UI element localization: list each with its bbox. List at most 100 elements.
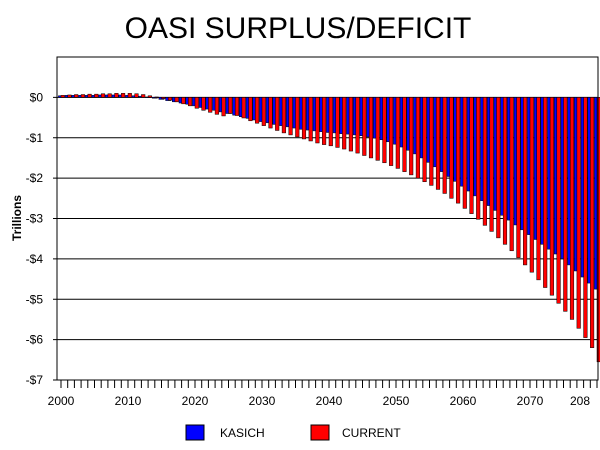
bar-current	[268, 97, 273, 129]
bar-current	[549, 97, 554, 296]
y-tick-label: -$2	[26, 171, 44, 185]
x-tick-label: 2070	[517, 394, 544, 408]
bar-current	[516, 97, 521, 258]
bar-current	[74, 94, 79, 98]
bar-current	[87, 93, 92, 98]
bar-current	[402, 97, 407, 172]
y-tick-label: -$1	[26, 131, 44, 145]
bar-current	[435, 97, 441, 190]
bar-current	[590, 97, 595, 348]
bar-current	[569, 97, 575, 320]
bar-current	[241, 97, 246, 119]
legend-swatch-kasich	[185, 424, 205, 441]
bar-current	[67, 94, 72, 98]
bar-current	[476, 97, 481, 220]
bar-current	[221, 97, 226, 117]
bar-current	[208, 97, 213, 113]
x-tick-label: 2040	[316, 394, 343, 408]
bar-current	[442, 97, 447, 194]
bar-current	[556, 97, 561, 304]
bar-current	[60, 95, 65, 98]
bar-current	[147, 95, 152, 98]
bar-current	[415, 97, 420, 179]
bar-current	[214, 97, 219, 115]
bar-current	[281, 97, 286, 134]
bar-current	[188, 97, 193, 107]
bar-current	[261, 97, 266, 126]
legend-swatch-current	[310, 424, 330, 441]
bar-current	[315, 97, 320, 144]
bar-current	[107, 93, 112, 98]
x-tick-label: 208	[570, 394, 590, 408]
bar-current	[201, 97, 206, 111]
bar-current	[583, 97, 588, 338]
bar-current	[348, 97, 353, 152]
bar-current	[154, 96, 159, 98]
bar-current	[234, 97, 240, 116]
x-tick-label: 2030	[249, 394, 276, 408]
y-tick-label: -$3	[26, 212, 44, 226]
bar-current	[395, 97, 400, 169]
bar-current	[375, 97, 380, 161]
legend: KASICH CURRENT	[185, 424, 401, 441]
bar-current	[429, 97, 434, 186]
x-tick-label: 2010	[115, 394, 142, 408]
bar-current	[127, 93, 132, 98]
x-axis: 2000 2010 2020 2030 2040 2050 2060 2070 208	[48, 380, 598, 408]
legend-label-kasich: KASICH	[220, 426, 265, 440]
bar-current	[509, 97, 514, 252]
bar-current	[301, 97, 307, 140]
bar-current	[167, 97, 173, 101]
bars	[58, 93, 600, 363]
bar-current	[161, 97, 166, 99]
bar-current	[228, 97, 233, 114]
bar-current	[469, 97, 474, 214]
bar-current	[462, 97, 467, 209]
bar-current	[134, 93, 139, 98]
bar-current	[80, 94, 85, 98]
y-tick-label: -$6	[26, 333, 44, 347]
x-tick-label: 2050	[383, 394, 410, 408]
bar-current	[523, 97, 528, 266]
bar-current	[362, 97, 367, 156]
bar-current	[141, 94, 146, 98]
bar-current	[536, 97, 541, 281]
bar-current	[295, 97, 300, 138]
bar-current	[288, 97, 293, 136]
bar-current	[100, 93, 106, 98]
bar-current	[328, 97, 333, 147]
bar-current	[355, 97, 360, 154]
bar-current	[543, 97, 548, 288]
bar-current	[449, 97, 454, 199]
bar-current	[121, 93, 126, 98]
bar-current	[382, 97, 387, 164]
bar-current	[335, 97, 340, 148]
bar-current	[181, 97, 186, 105]
x-tick-label: 2060	[450, 394, 477, 408]
bar-current	[489, 97, 494, 232]
bar-current	[248, 97, 253, 122]
bar-current	[255, 97, 260, 124]
bar-current	[456, 97, 461, 204]
bar-current	[114, 93, 119, 98]
bar-current	[422, 97, 427, 183]
x-tick-label: 2000	[48, 394, 75, 408]
legend-label-current: CURRENT	[342, 426, 401, 440]
y-tick-label: -$7	[26, 373, 44, 387]
gridlines	[57, 96, 598, 341]
bar-current	[194, 97, 199, 109]
bar-current	[389, 97, 394, 166]
y-tick-label: -$4	[26, 252, 44, 266]
bar-current	[94, 93, 99, 98]
y-axis: $0 -$1 -$2 -$3 -$4 -$5 -$6 -$7	[26, 90, 57, 387]
bar-current	[322, 97, 327, 145]
bar-current	[308, 97, 313, 142]
bar-current	[174, 97, 179, 103]
chart-title: OASI SURPLUS/DEFICIT	[125, 12, 472, 45]
bar-current	[409, 97, 414, 176]
bar-current	[496, 97, 501, 239]
bar-current	[482, 97, 487, 226]
bar-current	[368, 97, 374, 159]
x-tick-label: 2020	[182, 394, 209, 408]
